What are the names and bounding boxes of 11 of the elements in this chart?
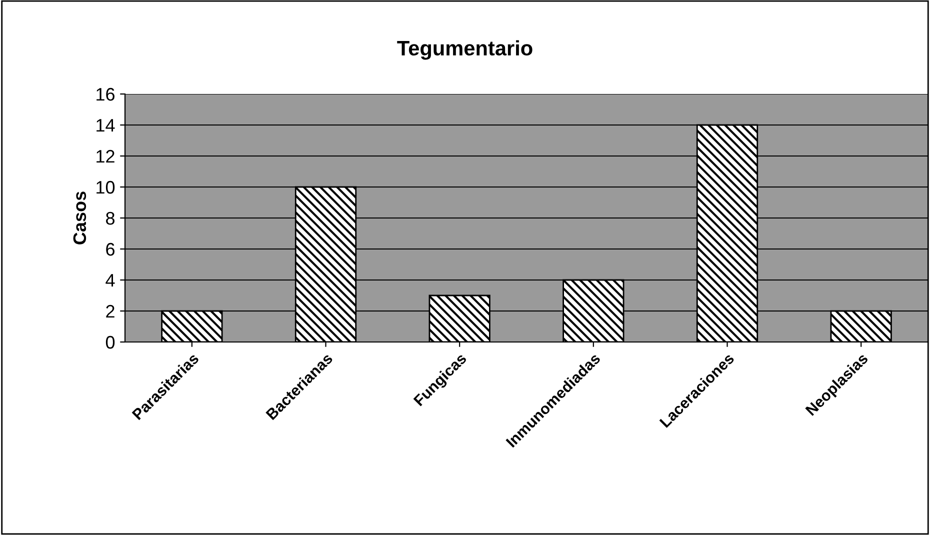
y-tick-label: 2 [106, 304, 114, 318]
y-tick-label: 8 [106, 212, 114, 225]
y-axis-title: Casos [73, 192, 86, 244]
chart-title: Tegumentario [397, 40, 532, 60]
y-tick-label: 0 [106, 336, 115, 349]
y-tick-label: 16 [96, 88, 114, 101]
y-tick-label: 4 [106, 274, 115, 287]
y-tick-label: 10 [96, 180, 115, 194]
y-tick-label: 6 [106, 242, 114, 256]
y-tick-label: 12 [96, 150, 114, 163]
y-tick-label: 14 [96, 119, 115, 132]
